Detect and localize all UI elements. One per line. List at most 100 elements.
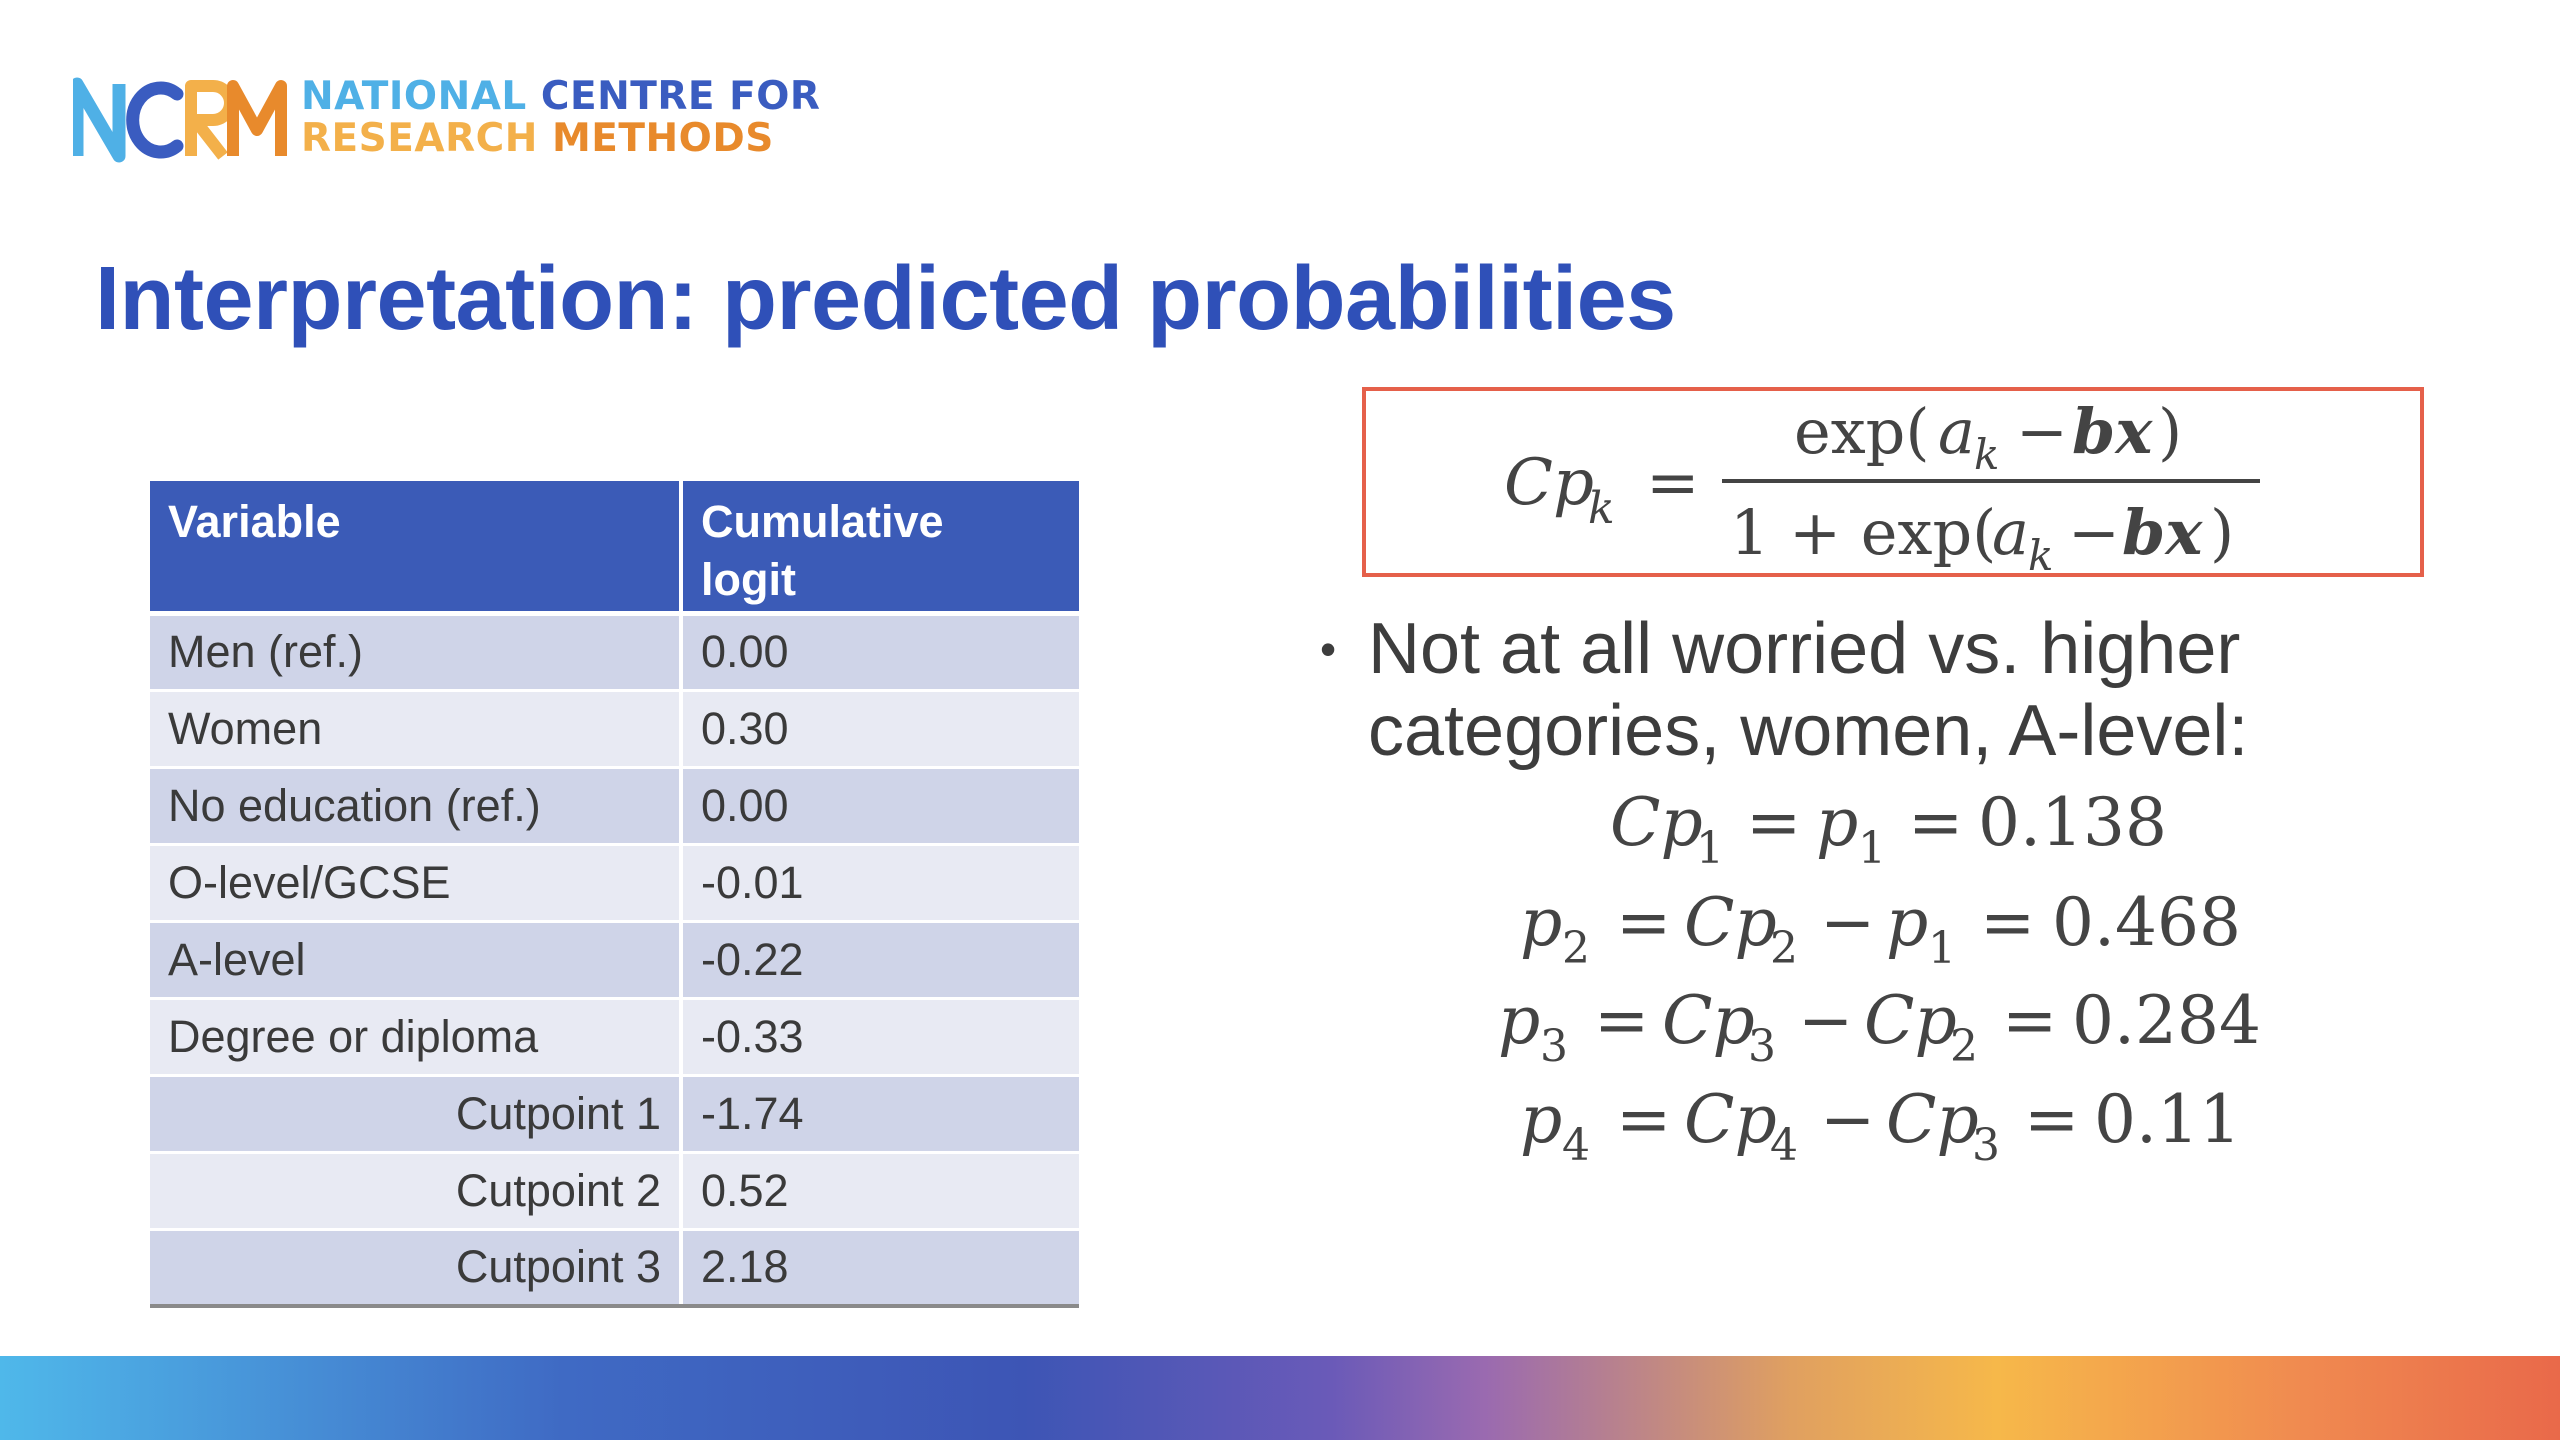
footer-gradient-bar: [0, 1356, 2560, 1440]
table-row: No education (ref.) 0.00: [150, 767, 1079, 846]
logit-cell: 0.00: [681, 613, 1079, 692]
table-row: Cutpoint 1 -1.74: [150, 1075, 1079, 1154]
svg-text:3: 3: [1540, 1021, 1568, 1072]
svg-text:Cp: Cp: [1684, 1081, 1777, 1158]
variable-cell: O-level/GCSE: [150, 844, 683, 923]
variable-cell: A-level: [150, 921, 683, 1000]
svg-text:3: 3: [1972, 1120, 2000, 1170]
svg-text:=: =: [2002, 982, 2057, 1059]
svg-text:p: p: [1816, 784, 1858, 861]
svg-text:p: p: [1886, 884, 1928, 961]
svg-text:=: =: [1908, 784, 1963, 861]
equation-4-value: 0.11: [2094, 1081, 2241, 1158]
logit-cell: -0.33: [681, 998, 1079, 1077]
svg-text:k: k: [2028, 531, 2053, 573]
logit-cell: -1.74: [681, 1075, 1079, 1154]
variable-cell: No education (ref.): [150, 767, 683, 846]
svg-text:=: =: [1616, 884, 1671, 961]
svg-text:1 + exp(: 1 + exp(: [1730, 496, 1996, 569]
svg-text:Cp: Cp: [1864, 982, 1957, 1059]
logit-cell: -0.22: [681, 921, 1079, 1000]
logo-word-national: NATIONAL: [301, 74, 527, 119]
logo-wordmark: NATIONAL CENTRE FOR RESEARCH METHODS: [301, 76, 820, 160]
svg-text:2: 2: [1770, 923, 1798, 974]
ncrm-logo: NATIONAL CENTRE FOR RESEARCH METHODS: [73, 72, 853, 167]
table-row: A-level -0.22: [150, 921, 1079, 1000]
svg-text:1: 1: [1858, 823, 1886, 874]
svg-text:3: 3: [1748, 1021, 1776, 1072]
coefficients-table: Variable Cumulative logit Men (ref.) 0.00…: [150, 481, 1079, 1308]
svg-text:bx: bx: [2072, 395, 2153, 468]
svg-text:): ): [2158, 395, 2182, 468]
header-variable: Variable: [150, 481, 683, 616]
header-cumulative-logit: Cumulative logit: [681, 481, 1079, 616]
svg-text:−: −: [1820, 1081, 1875, 1158]
svg-text:Cp: Cp: [1504, 446, 1594, 520]
table-header-row: Variable Cumulative logit: [150, 481, 1079, 616]
svg-text:=: =: [1746, 784, 1801, 861]
svg-text:a: a: [1938, 395, 1975, 468]
svg-text:=: =: [1594, 982, 1649, 1059]
svg-text:k: k: [1588, 483, 1615, 534]
svg-text:p: p: [1520, 1081, 1562, 1158]
equation-1: Cp 1 = p 1 = 0.138: [1610, 784, 2167, 874]
ncrm-logo-mark: [73, 77, 287, 163]
logo-word-centre-for: CENTRE FOR: [526, 74, 821, 119]
svg-text:2: 2: [1562, 923, 1590, 974]
svg-text:Cp: Cp: [1610, 784, 1703, 861]
table-row: O-level/GCSE -0.01: [150, 844, 1079, 923]
formula-svg: Cp k = exp( a k − bx ) 1 + exp( a k − bx…: [1504, 395, 2260, 573]
equation-4: p 4 = Cp 4 − Cp 3 = 0.11: [1520, 1081, 2241, 1170]
svg-text:bx: bx: [2122, 496, 2203, 569]
variable-cell: Women: [150, 690, 683, 769]
svg-text:=: =: [1616, 1081, 1671, 1158]
table-row: Men (ref.) 0.00: [150, 613, 1079, 692]
table-row: Degree or diploma -0.33: [150, 998, 1079, 1077]
variable-cell: Cutpoint 3: [150, 1229, 683, 1308]
svg-text:=: =: [1646, 446, 1700, 520]
svg-text:−: −: [2068, 496, 2120, 569]
table-row: Cutpoint 3 2.18: [150, 1229, 1079, 1308]
logit-cell: 0.00: [681, 767, 1079, 846]
svg-text:1: 1: [1928, 923, 1956, 974]
variable-cell: Men (ref.): [150, 613, 683, 692]
svg-text:p: p: [1520, 884, 1562, 961]
equation-3-value: 0.284: [2072, 982, 2261, 1059]
svg-text:p: p: [1498, 982, 1540, 1059]
svg-text:exp(: exp(: [1794, 395, 1930, 468]
svg-text:−: −: [1820, 884, 1875, 961]
table-row: Cutpoint 2 0.52: [150, 1152, 1079, 1231]
svg-text:Cp: Cp: [1662, 982, 1755, 1059]
logo-word-methods: METHODS: [537, 116, 774, 161]
svg-text:Cp: Cp: [1684, 884, 1777, 961]
logit-cell: 0.52: [681, 1152, 1079, 1231]
svg-text:): ): [2210, 496, 2234, 569]
logit-cell: 2.18: [681, 1229, 1079, 1308]
bullet-text: Not at all worried vs. higher categories…: [1368, 609, 2249, 771]
equation-2: p 2 = Cp 2 − p 1 = 0.468: [1520, 884, 2241, 974]
svg-text:k: k: [1974, 430, 1999, 479]
probability-equations: Cp 1 = p 1 = 0.138 p 2 = Cp 2 − p 1 = 0.…: [1498, 784, 2261, 1170]
svg-text:=: =: [1980, 884, 2035, 961]
cumulative-probability-formula: Cp k = exp( a k − bx ) 1 + exp( a k − bx…: [1362, 387, 2424, 577]
logit-cell: -0.01: [681, 844, 1079, 923]
svg-text:a: a: [1992, 496, 2029, 569]
logit-cell: 0.30: [681, 690, 1079, 769]
svg-text:1: 1: [1696, 823, 1724, 874]
svg-text:−: −: [1798, 982, 1853, 1059]
bullet-dot: •: [1320, 623, 1337, 675]
variable-cell: Degree or diploma: [150, 998, 683, 1077]
svg-text:=: =: [2024, 1081, 2079, 1158]
equation-3: p 3 = Cp 3 − Cp 2 = 0.284: [1498, 982, 2261, 1072]
svg-text:4: 4: [1770, 1120, 1798, 1170]
variable-cell: Cutpoint 1: [150, 1075, 683, 1154]
svg-text:−: −: [2016, 395, 2068, 468]
variable-cell: Cutpoint 2: [150, 1152, 683, 1231]
logo-word-research: RESEARCH: [301, 116, 538, 161]
slide-title: Interpretation: predicted probabilities: [95, 249, 1676, 349]
equation-2-value: 0.468: [2052, 884, 2241, 961]
table-row: Women 0.30: [150, 690, 1079, 769]
equation-1-value: 0.138: [1978, 784, 2167, 861]
svg-text:2: 2: [1950, 1021, 1978, 1072]
svg-text:4: 4: [1562, 1120, 1590, 1170]
